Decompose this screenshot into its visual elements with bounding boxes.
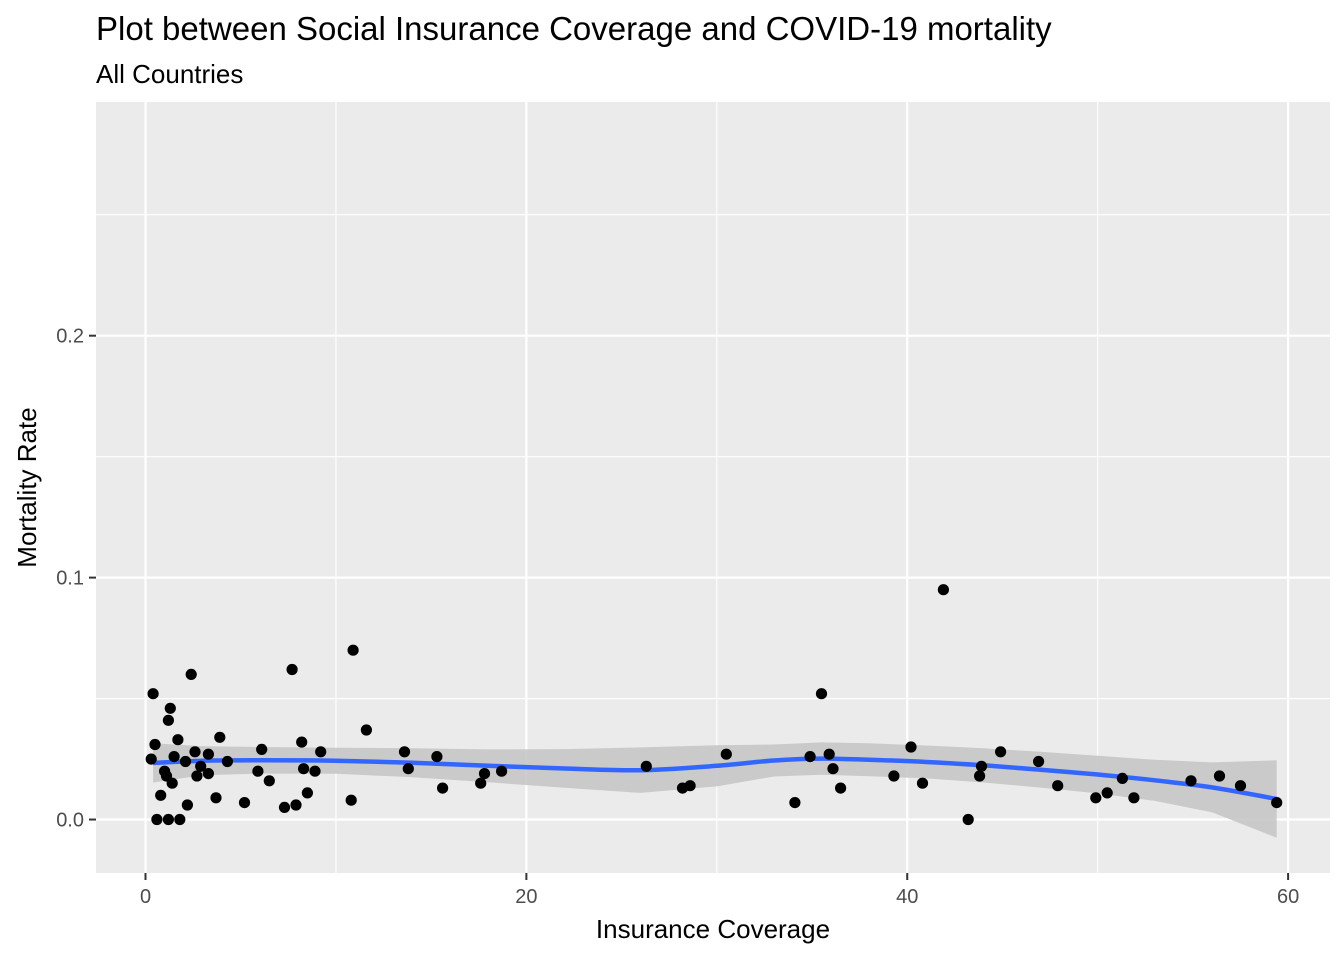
data-point (298, 763, 310, 775)
data-point (1052, 780, 1064, 792)
data-point (202, 768, 214, 780)
data-point (1213, 770, 1226, 782)
data-point (1033, 755, 1045, 768)
data-point (278, 801, 291, 814)
data-point (149, 738, 161, 751)
data-point (398, 746, 411, 758)
data-point (789, 797, 801, 809)
grid-lines (96, 102, 1330, 873)
smooth-trend-line (153, 756, 1278, 802)
data-point (916, 777, 929, 789)
data-point (164, 702, 176, 714)
data-points (145, 584, 1283, 826)
data-point (962, 813, 974, 826)
data-point (185, 668, 197, 681)
data-point (1128, 792, 1140, 804)
data-point (214, 731, 226, 743)
y-axis-title: Mortality Rate (12, 407, 42, 567)
data-point (309, 765, 321, 777)
data-point (1271, 797, 1283, 809)
x-tick-label: 40 (896, 886, 918, 908)
data-point (256, 743, 268, 756)
data-point (1185, 775, 1197, 787)
data-point (286, 663, 298, 676)
data-point (174, 813, 186, 826)
data-point (179, 755, 192, 768)
data-point (827, 763, 839, 775)
x-axis-title: Insurance Coverage (596, 914, 830, 944)
data-point (1234, 780, 1247, 792)
data-point (145, 753, 157, 765)
data-point (315, 746, 327, 758)
chart-subtitle: All Countries (96, 59, 244, 89)
data-point (640, 760, 652, 772)
chart-title: Plot between Social Insurance Coverage a… (96, 10, 1052, 47)
data-point (151, 813, 163, 826)
data-point (1101, 787, 1113, 799)
data-point (815, 688, 828, 700)
data-point (888, 770, 900, 782)
data-point (995, 746, 1007, 758)
data-point (238, 797, 251, 809)
data-point (1090, 792, 1102, 804)
x-tick-label: 20 (515, 886, 537, 908)
data-point (431, 751, 443, 763)
smooth-line-layer (153, 756, 1278, 802)
data-point (210, 792, 222, 804)
data-point (478, 768, 491, 780)
axes: 0 20 40 60 0.0 0.1 0.2 (56, 326, 1299, 908)
data-point (191, 770, 203, 782)
data-point (172, 734, 184, 746)
data-point (195, 760, 207, 772)
x-tick-label: 60 (1277, 886, 1299, 908)
data-point (290, 799, 302, 811)
data-point (402, 763, 414, 775)
data-point (166, 777, 178, 789)
data-point (162, 714, 174, 726)
data-point (221, 755, 233, 768)
data-point (974, 770, 986, 782)
data-point (496, 765, 508, 777)
data-point (835, 782, 847, 794)
data-point (181, 799, 193, 811)
y-tick-label: 0.0 (56, 810, 84, 832)
data-point (263, 775, 275, 787)
data-point (475, 777, 487, 789)
data-point (189, 746, 201, 758)
data-point (162, 813, 174, 826)
x-tick-label: 0 (140, 886, 151, 908)
data-point (684, 780, 696, 792)
data-point (296, 736, 308, 748)
data-point (202, 748, 214, 760)
data-point (147, 688, 159, 700)
data-point (905, 741, 917, 753)
data-point (252, 765, 264, 777)
data-point (155, 789, 167, 801)
data-point (823, 748, 835, 760)
data-point (975, 760, 988, 772)
data-point (168, 751, 180, 763)
data-point (347, 644, 359, 656)
data-point (937, 584, 950, 596)
data-point (345, 794, 357, 806)
data-point (1116, 772, 1128, 785)
data-point (301, 787, 313, 799)
y-tick-label: 0.1 (56, 568, 84, 590)
y-tick-label: 0.2 (56, 326, 84, 348)
data-point (804, 751, 816, 763)
data-point (437, 782, 449, 794)
data-point (720, 748, 732, 760)
data-point (360, 724, 372, 736)
